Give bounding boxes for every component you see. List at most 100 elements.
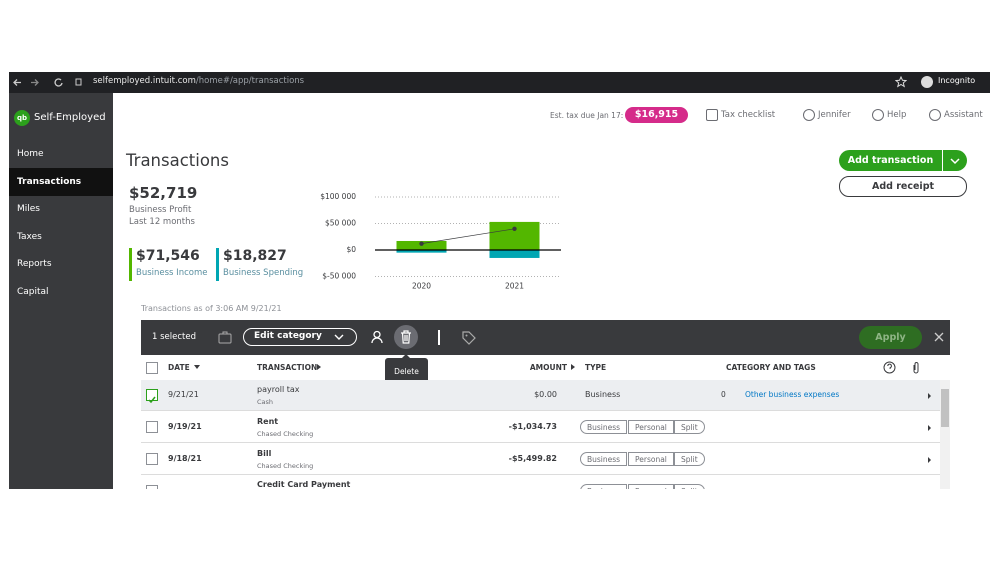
table-row[interactable]: 9/19/21 Rent Chased Checking -$1,034.73 Busi… — [141, 412, 940, 443]
date: 9/21/21 — [168, 390, 199, 399]
column-header[interactable]: AMOUNT — [529, 363, 567, 372]
star-icon[interactable] — [895, 76, 907, 88]
delete-button[interactable] — [394, 325, 418, 349]
app: qb Self-Employed Home Transactions Miles Ta… — [9, 93, 990, 489]
header-link-icon[interactable] — [929, 109, 941, 121]
close-icon[interactable] — [934, 332, 944, 342]
sidebar: qb Self-Employed Home Transactions Miles Ta… — [9, 93, 113, 489]
column-header[interactable]: TRANSACTION — [257, 363, 318, 372]
add-receipt-button[interactable]: Add receipt — [839, 176, 967, 197]
url[interactable]: selfemployed.intuit.com/home#/app/transa… — [93, 76, 304, 86]
table-header: DATE TRANSACTION AMOUNT TYPE CATEGORY AN… — [141, 355, 950, 381]
y-tick-label: $0 — [346, 245, 356, 254]
scrollbar — [940, 380, 950, 489]
x-tick-label: 2020 — [412, 282, 431, 291]
header-link-icon[interactable] — [706, 109, 718, 121]
row-checkbox[interactable] — [146, 485, 158, 489]
category[interactable]: Other business expenses — [745, 390, 840, 399]
type-option[interactable]: Split — [674, 484, 705, 489]
page-title: Transactions — [126, 151, 229, 170]
check-icon — [148, 396, 156, 404]
transaction-name: Bill — [257, 449, 272, 458]
profit-label: Business Profit — [129, 205, 192, 215]
table-row[interactable]: 9/18/21 Bill Chased Checking -$5,499.82 Busi… — [141, 444, 940, 475]
nav-icons — [13, 78, 82, 87]
profile-icon[interactable] — [921, 76, 933, 88]
column-header[interactable]: DATE — [168, 363, 190, 372]
type: Business — [585, 390, 621, 399]
y-tick-label: $100 000 — [320, 192, 356, 201]
url-path: /home#/app/transactions — [195, 76, 305, 86]
type-option[interactable]: Personal — [628, 452, 674, 466]
profile[interactable]: Incognito — [938, 76, 976, 85]
transaction-name: Credit Card Payment — [257, 480, 351, 489]
spending: $18,827 — [223, 248, 287, 264]
amount: -$5,499.82 — [508, 454, 557, 463]
table-row[interactable]: 9/21/21 payroll tax Cash $0.00 Business 0 Othe… — [141, 380, 940, 411]
header-link[interactable]: Help — [887, 110, 907, 120]
bar — [396, 250, 447, 253]
add-transaction-button[interactable]: Add transaction — [839, 150, 967, 171]
divider — [942, 150, 943, 171]
type-option[interactable]: Business — [580, 484, 628, 489]
type-option[interactable]: Split — [674, 452, 705, 466]
brand[interactable]: Self-Employed — [34, 112, 106, 123]
period: Last 12 months — [129, 217, 195, 227]
amount: -$1,034.73 — [508, 422, 557, 431]
nav-item[interactable]: Home — [17, 149, 44, 159]
type-option[interactable]: Business — [580, 420, 628, 434]
scroll-thumb[interactable] — [941, 389, 949, 427]
date: 9/18/21 — [168, 454, 202, 463]
apply-button[interactable]: Apply — [859, 326, 922, 349]
nav-item[interactable]: Reports — [17, 259, 52, 269]
row-expand[interactable] — [928, 425, 931, 431]
income: $71,546 — [136, 248, 200, 264]
date: 9/19/21 — [168, 422, 202, 431]
nav-item[interactable]: Miles — [17, 204, 40, 214]
help-icon[interactable] — [883, 361, 896, 374]
briefcase-icon[interactable] — [218, 331, 232, 344]
type-option[interactable]: Business — [580, 452, 628, 466]
transaction-name: Rent — [257, 417, 279, 426]
as-of: Transactions as of 3:06 AM 9/21/21 — [141, 304, 282, 313]
tax-due[interactable]: $16,915 — [625, 107, 688, 123]
row-expand[interactable] — [928, 457, 931, 463]
bar — [489, 250, 540, 258]
type-option[interactable]: Split — [674, 420, 705, 434]
row-checkbox[interactable] — [146, 453, 158, 465]
chevron[interactable] — [949, 156, 961, 166]
chevron — [334, 334, 344, 340]
nav-item[interactable]: Transactions — [9, 167, 113, 196]
person-icon[interactable] — [370, 330, 384, 344]
spending-label: Business Spending — [223, 268, 304, 278]
spending-accent — [216, 248, 219, 281]
row-checkbox[interactable] — [146, 389, 158, 404]
row-expand[interactable] — [928, 393, 931, 399]
select-all-checkbox[interactable] — [146, 362, 158, 374]
nav-item[interactable]: Capital — [17, 286, 49, 297]
tag-icon[interactable] — [462, 331, 476, 345]
sort-icon — [571, 364, 575, 370]
nav-item[interactable]: Taxes — [17, 231, 42, 242]
header-link-icon[interactable] — [872, 109, 884, 121]
edit-category-dropdown[interactable]: Edit category — [243, 328, 357, 346]
y-tick-label: $50 000 — [325, 219, 356, 228]
row-checkbox[interactable] — [146, 421, 158, 433]
header-link-icon[interactable] — [803, 109, 815, 121]
income-accent — [129, 248, 132, 281]
logo[interactable]: qb — [14, 110, 30, 126]
header-link[interactable]: Assistant — [944, 110, 983, 120]
type-option[interactable]: Personal — [628, 420, 674, 434]
header-link[interactable]: Jennifer — [818, 110, 851, 120]
y-tick-label: $-50 000 — [322, 272, 356, 281]
account: Chased Checking — [257, 430, 314, 438]
profit-dot — [512, 226, 517, 231]
selected-count: 1 selected — [152, 332, 196, 342]
tag-count: 0 — [721, 390, 726, 399]
tooltip-arrow — [402, 354, 410, 358]
type-option[interactable]: Personal — [628, 484, 674, 489]
profit-line — [421, 228, 515, 244]
header-link[interactable]: Tax checklist — [721, 110, 776, 120]
